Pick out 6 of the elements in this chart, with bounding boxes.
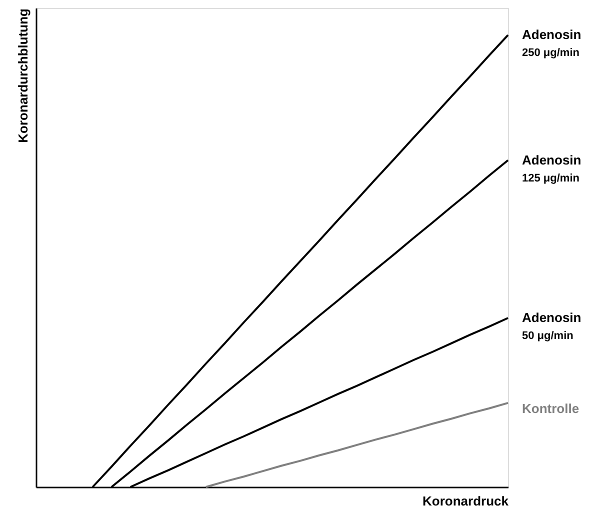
x-axis-title: Koronardruck (422, 494, 510, 508)
y-axis-title: Koronardurchblutung (16, 8, 30, 143)
series-label: Adenosin 125 μg/min (522, 152, 582, 184)
series-label: Adenosin 250 μg/min (522, 27, 582, 60)
series-label: Kontrolle (522, 400, 580, 416)
series-label: Adenosin 50 μg/min (522, 310, 582, 342)
